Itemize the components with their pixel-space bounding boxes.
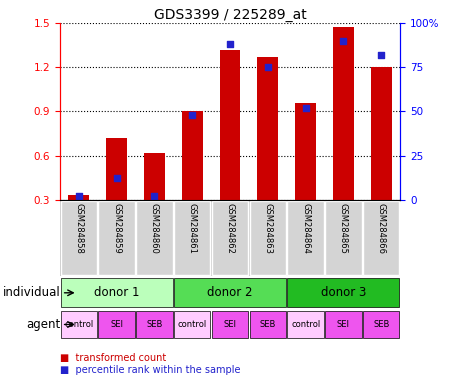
Text: SEI: SEI	[110, 320, 123, 329]
Text: control: control	[64, 320, 93, 329]
Text: GSM284864: GSM284864	[301, 203, 309, 253]
Bar	[174, 278, 285, 308]
Bar	[325, 201, 361, 275]
Point	[339, 38, 347, 44]
Point	[226, 41, 233, 47]
Bar	[257, 57, 278, 200]
Bar	[362, 311, 398, 338]
Point	[263, 64, 271, 70]
Bar	[332, 28, 353, 200]
Bar	[287, 278, 398, 308]
Bar	[106, 138, 127, 200]
Text: GSM284860: GSM284860	[150, 203, 158, 253]
Text: GSM284863: GSM284863	[263, 203, 272, 254]
Bar	[212, 201, 247, 275]
Text: SEI: SEI	[336, 320, 349, 329]
Bar	[144, 152, 164, 200]
Bar	[212, 311, 247, 338]
Bar	[370, 67, 391, 200]
Text: GSM284861: GSM284861	[187, 203, 196, 253]
Bar	[249, 311, 285, 338]
Bar	[174, 311, 210, 338]
Title: GDS3399 / 225289_at: GDS3399 / 225289_at	[153, 8, 306, 22]
Text: GSM284865: GSM284865	[338, 203, 347, 253]
Bar	[249, 201, 285, 275]
Bar	[136, 201, 172, 275]
Text: donor 3: donor 3	[320, 286, 365, 299]
Bar	[219, 50, 240, 200]
Bar	[61, 278, 172, 308]
Bar	[68, 195, 89, 200]
Point	[75, 193, 82, 199]
Text: individual: individual	[3, 286, 61, 299]
Bar	[287, 311, 323, 338]
Bar	[362, 201, 398, 275]
Bar	[61, 311, 97, 338]
Text: ■  percentile rank within the sample: ■ percentile rank within the sample	[60, 365, 240, 375]
Bar	[136, 311, 172, 338]
Text: SEI: SEI	[223, 320, 236, 329]
Bar	[325, 311, 361, 338]
Text: donor 1: donor 1	[94, 286, 139, 299]
Text: GSM284866: GSM284866	[376, 203, 385, 254]
Point	[112, 175, 120, 182]
Text: SEB: SEB	[146, 320, 162, 329]
Text: ■  transformed count: ■ transformed count	[60, 353, 166, 363]
Bar	[98, 201, 134, 275]
Text: GSM284858: GSM284858	[74, 203, 83, 253]
Bar	[295, 103, 315, 200]
Bar	[61, 201, 97, 275]
Point	[301, 105, 308, 111]
Text: GSM284862: GSM284862	[225, 203, 234, 253]
Text: donor 2: donor 2	[207, 286, 252, 299]
Bar	[287, 201, 323, 275]
Text: SEB: SEB	[259, 320, 275, 329]
Bar	[98, 311, 134, 338]
Text: agent: agent	[26, 318, 61, 331]
Bar	[174, 201, 210, 275]
Text: SEB: SEB	[372, 320, 389, 329]
Point	[151, 193, 158, 199]
Text: control: control	[177, 320, 207, 329]
Point	[188, 112, 196, 118]
Text: GSM284859: GSM284859	[112, 203, 121, 253]
Bar	[181, 111, 202, 200]
Text: control: control	[291, 320, 319, 329]
Point	[377, 52, 384, 58]
